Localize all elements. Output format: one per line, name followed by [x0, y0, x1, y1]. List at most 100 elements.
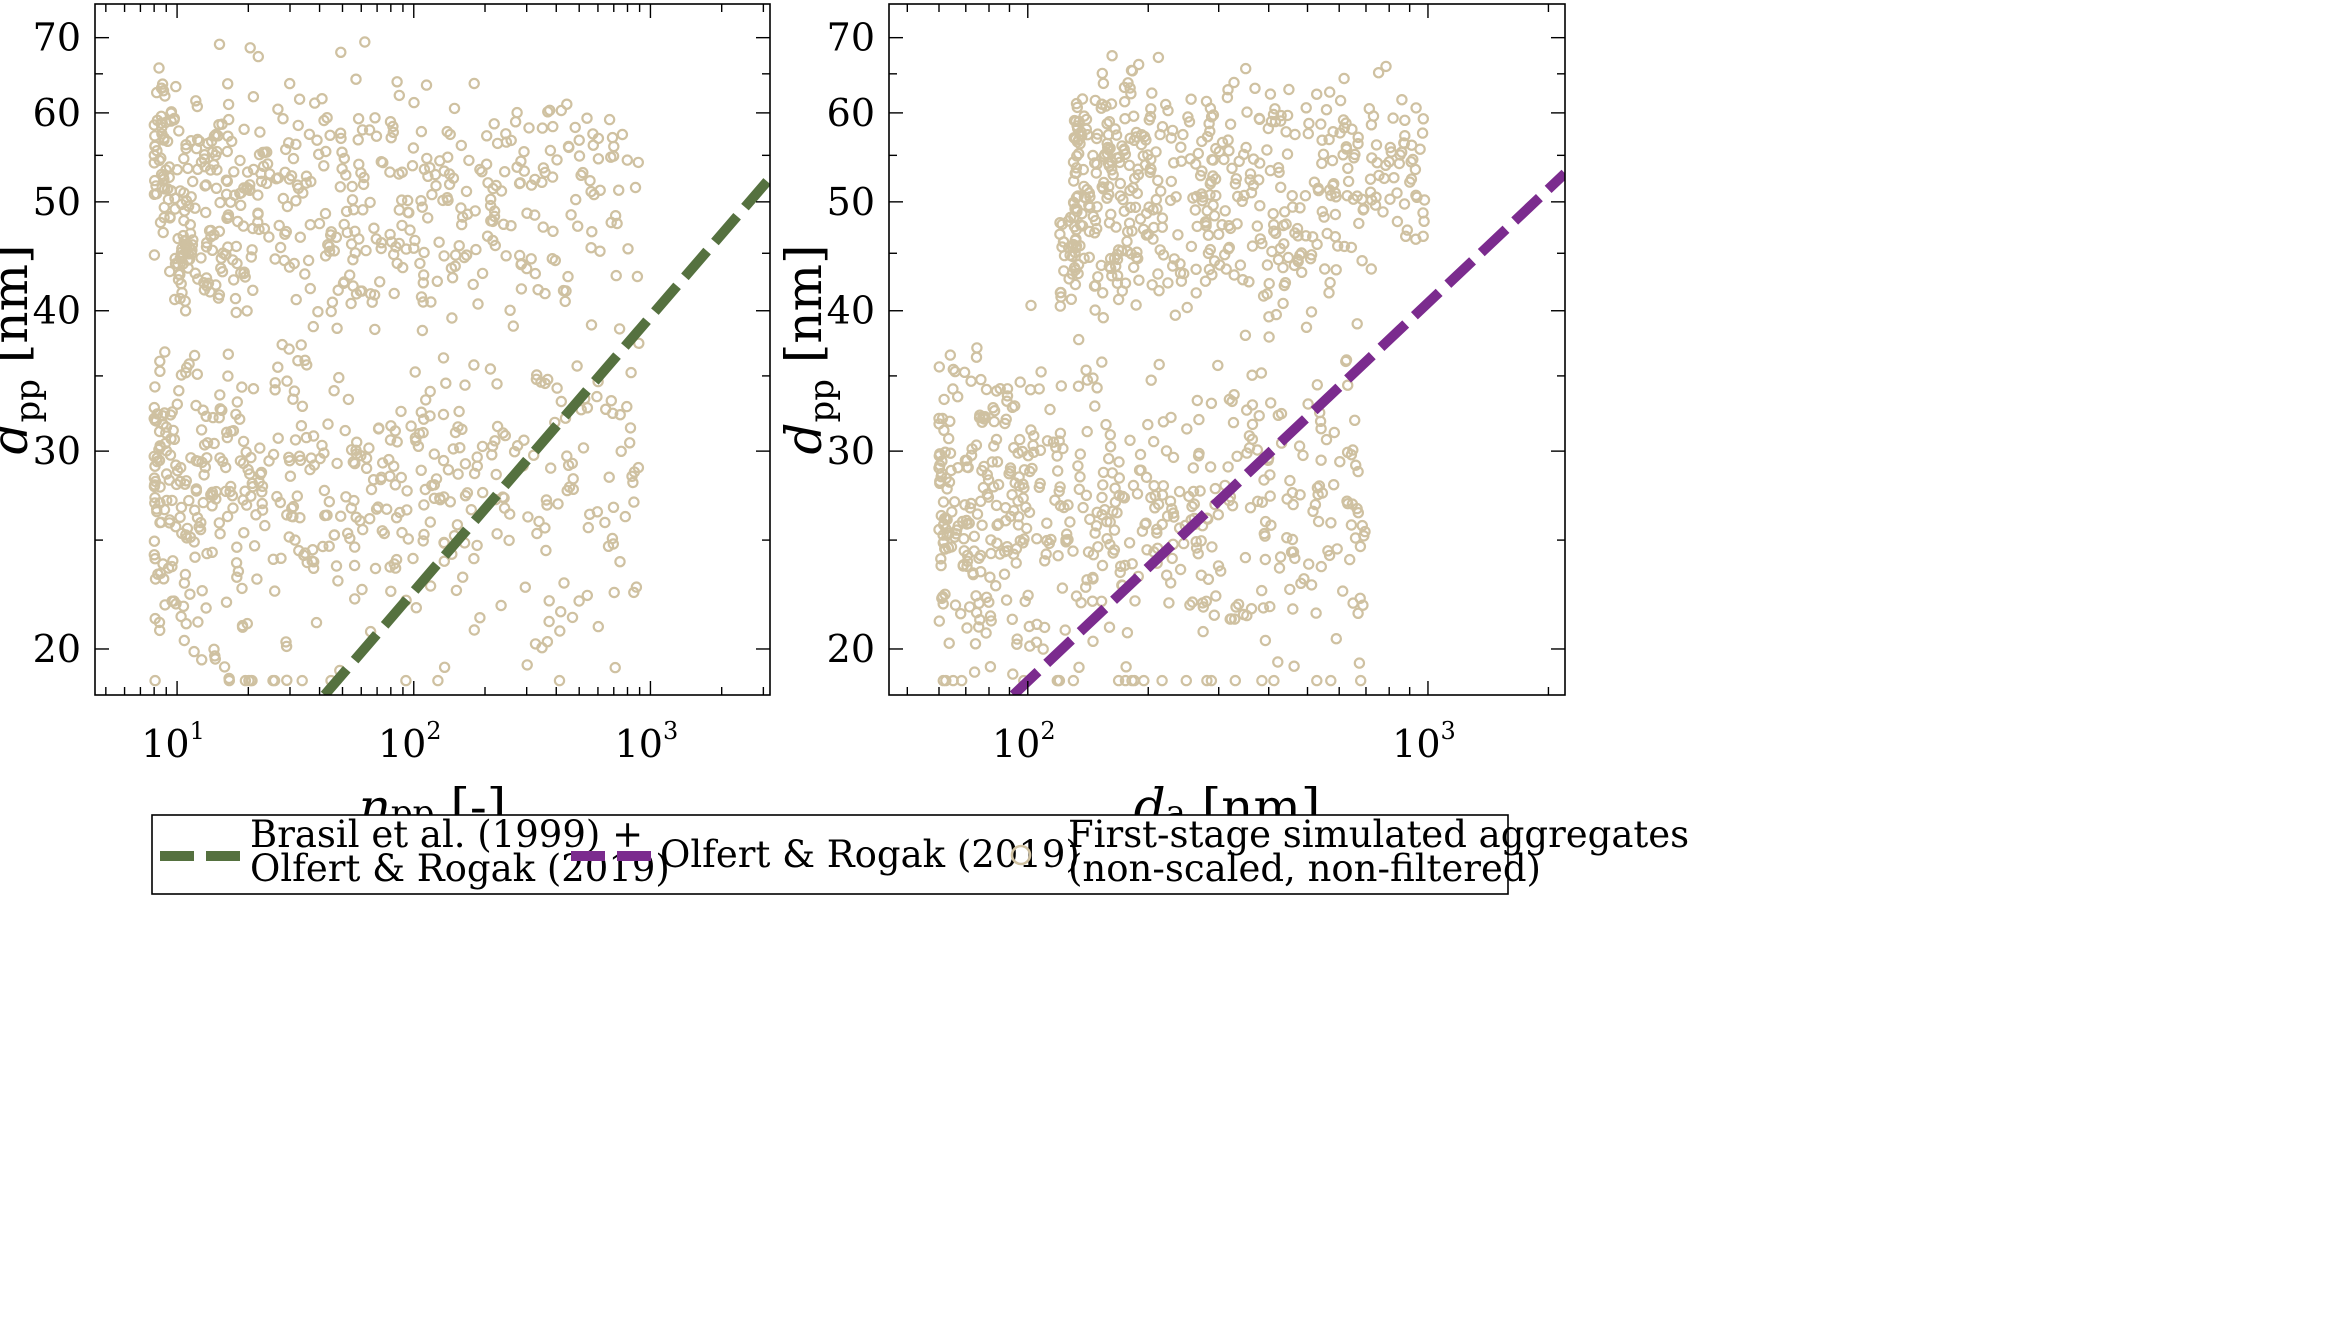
scatter-point	[1180, 674, 1193, 687]
scatter-point	[1414, 143, 1426, 155]
scatter-point	[456, 218, 468, 231]
scatter-point	[1177, 128, 1189, 141]
scatter-point	[237, 435, 250, 448]
scatter-point	[283, 455, 296, 467]
scatter-point	[1278, 238, 1290, 250]
scatter-point	[153, 616, 166, 629]
scatter-point	[1294, 249, 1306, 261]
scatter-point	[1166, 124, 1179, 137]
scatter-point	[1218, 153, 1230, 166]
scatter-point	[1096, 559, 1109, 572]
scatter-point	[350, 444, 362, 456]
scatter-point	[1123, 217, 1136, 229]
scatter-point	[307, 562, 320, 575]
scatter-point	[1253, 112, 1266, 125]
scatter-point	[224, 480, 237, 493]
scatter-point	[1261, 259, 1274, 271]
scatter-point	[272, 103, 284, 115]
scatter-point	[1269, 227, 1282, 240]
scatter-point	[955, 608, 967, 620]
x-tick-label: 103	[615, 717, 679, 766]
scatter-point	[1417, 207, 1429, 219]
scatter-point	[375, 471, 388, 483]
scatter-point	[318, 160, 330, 172]
scatter-point	[1416, 127, 1429, 139]
scatter-point	[964, 601, 976, 613]
scatter-point	[157, 418, 169, 430]
scatter-point	[551, 154, 563, 166]
scatter-point	[1164, 194, 1177, 207]
scatter-point	[1388, 171, 1400, 184]
scatter-point	[368, 222, 380, 234]
scatter-point	[934, 477, 946, 489]
scatter-point	[1045, 533, 1057, 546]
scatter-point	[150, 180, 162, 192]
scatter-point	[974, 549, 987, 562]
scatter-point	[474, 163, 486, 176]
scatter-point	[1212, 509, 1225, 521]
scatter-point	[1096, 356, 1108, 368]
scatter-point	[982, 474, 995, 486]
scatter-point	[180, 475, 192, 487]
scatter-point	[348, 559, 361, 572]
scatter-point	[1060, 536, 1072, 548]
scatter-point	[975, 373, 987, 386]
scatter-point	[1070, 590, 1083, 602]
scatter-point	[1323, 133, 1335, 146]
scatter-point	[933, 361, 946, 373]
scatter-point	[450, 584, 463, 597]
scatter-point	[1121, 235, 1133, 248]
scatter-point	[1069, 133, 1082, 145]
scatter-point	[1247, 153, 1260, 165]
scatter-point	[1371, 156, 1383, 169]
scatter-point	[448, 102, 461, 115]
scatter-point	[937, 598, 949, 610]
scatter-point	[308, 556, 320, 568]
scatter-point	[1133, 464, 1146, 476]
scatter-point	[1125, 87, 1137, 100]
scatter-point	[319, 207, 332, 220]
scatter-point	[586, 225, 598, 238]
scatter-point	[949, 599, 962, 611]
scatter-point	[430, 179, 442, 192]
scatter-point	[214, 196, 226, 209]
scatter-point	[417, 426, 429, 439]
scatter-point	[1109, 123, 1121, 135]
scatter-point	[339, 424, 351, 437]
scatter-point	[284, 470, 297, 482]
scatter-point	[1305, 306, 1318, 318]
scatter-point	[151, 452, 163, 464]
scatter-point	[1352, 137, 1364, 150]
scatter-point	[1140, 471, 1153, 483]
scatter-point	[330, 231, 343, 243]
scatter-point	[581, 112, 593, 124]
scatter-point	[1116, 490, 1129, 503]
scatter-point	[360, 452, 373, 464]
scatter-point	[325, 305, 337, 318]
scatter-point	[937, 674, 950, 687]
scatter-point	[511, 440, 524, 452]
scatter-point	[505, 219, 517, 232]
scatter-point	[1264, 600, 1276, 613]
scatter-point	[178, 152, 190, 165]
scatter-point	[607, 501, 620, 513]
scatter-point	[192, 616, 204, 628]
scatter-point	[933, 418, 945, 430]
scatter-point	[391, 76, 403, 88]
scatter-point	[401, 504, 413, 516]
scatter-point	[401, 485, 413, 497]
scatter-point	[252, 208, 264, 220]
scatter-point	[1025, 424, 1037, 436]
scatter-point	[1017, 478, 1029, 490]
scatter-point	[498, 502, 511, 514]
scatter-point	[939, 512, 951, 525]
scatter-point	[255, 167, 267, 180]
scatter-point	[1070, 240, 1083, 252]
scatter-point	[461, 487, 474, 499]
scatter-point	[569, 121, 581, 134]
scatter-point	[525, 253, 537, 265]
scatter-point	[453, 405, 465, 418]
scatter-point	[1204, 178, 1217, 190]
scatter-point	[260, 177, 273, 190]
scatter-point	[360, 462, 373, 474]
